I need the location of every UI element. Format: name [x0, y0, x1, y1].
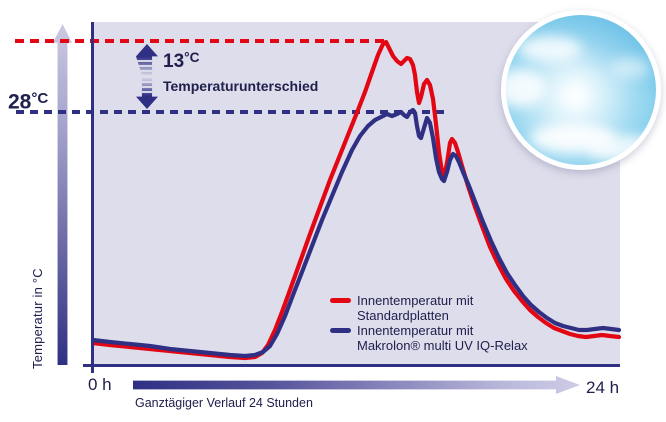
legend-entry-makrolon: Innentemperatur mit Makrolon® multi UV I… [330, 323, 528, 353]
legend-label: Makrolon® multi UV IQ-Relax [357, 338, 528, 353]
reference-temperature-label: 28°C [8, 90, 49, 114]
chart-legend: Innentemperatur mit Standardplatten Inne… [330, 293, 528, 353]
blue-line-swatch-icon [330, 328, 351, 333]
cloud-icon [506, 69, 546, 107]
legend-entry-standardplatten: Innentemperatur mit Standardplatten [330, 293, 528, 323]
difference-value-label: 13°C [163, 50, 200, 73]
x-axis-start-label: 0 h [88, 375, 112, 394]
cloud-icon [610, 57, 650, 79]
difference-double-arrow-icon [136, 44, 158, 109]
x-axis-caption: Ganztägiger Verlauf 24 Stunden [135, 396, 313, 410]
cloud-icon [518, 36, 582, 62]
legend-label: Innentemperatur mit [357, 293, 474, 308]
legend-label: Innentemperatur mit [357, 323, 474, 338]
temperature-curves [90, 39, 622, 361]
x-axis-gradient-arrow-icon [133, 376, 580, 394]
y-axis-label: Temperatur in °C [30, 268, 45, 369]
y-axis-gradient-arrow-icon [53, 24, 72, 365]
legend-label: Standardplatten [357, 308, 449, 323]
x-axis-end-label: 24 h [586, 378, 620, 397]
difference-caption: Temperaturunterschied [163, 78, 319, 94]
blue-peak-dashed-line [16, 110, 447, 114]
cloud-icon [587, 135, 656, 163]
sun-sky-photo [501, 10, 661, 170]
red-line-swatch-icon [330, 298, 351, 303]
x-axis-line [83, 364, 620, 367]
y-axis-line [91, 22, 94, 373]
red-peak-dashed-line [15, 39, 386, 43]
